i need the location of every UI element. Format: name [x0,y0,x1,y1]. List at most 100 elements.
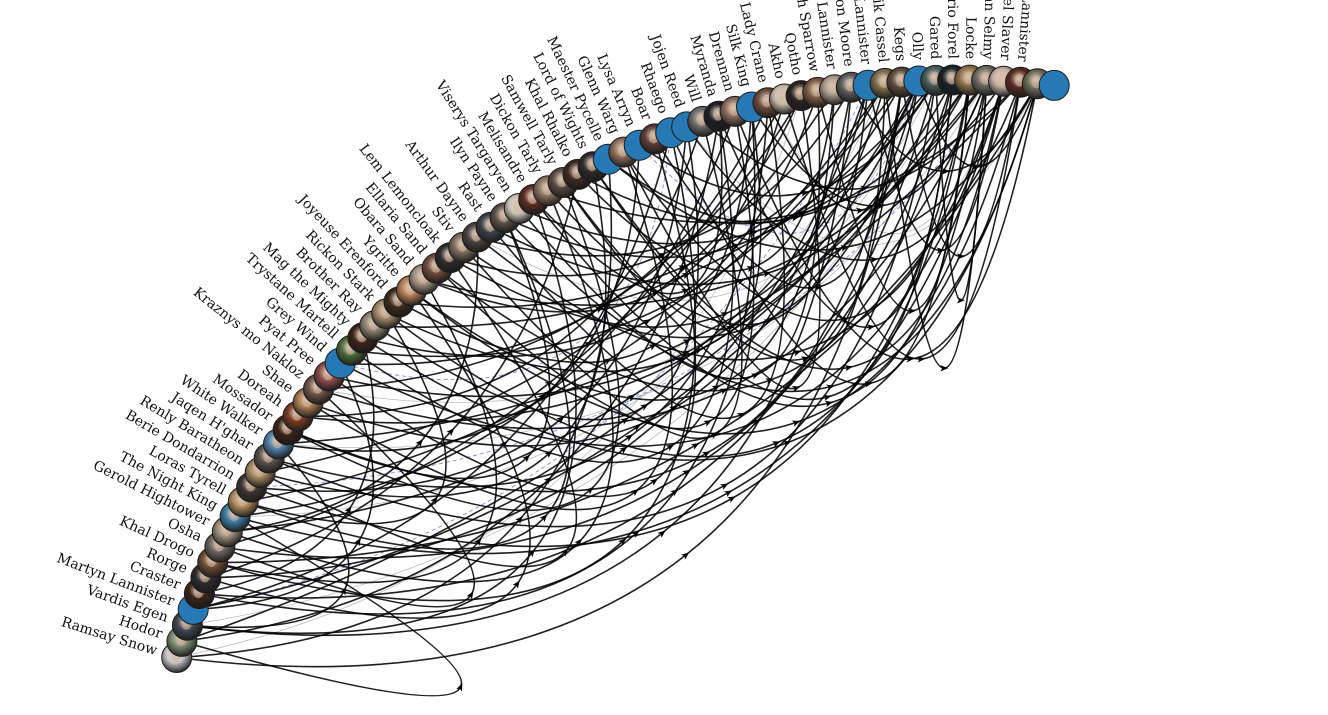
edge-arrowhead [543,476,552,485]
edge-arrowhead [649,478,658,486]
edge-arrowhead [814,284,823,291]
character-label: Syrio Forel [944,0,961,60]
edge-arrowhead [750,373,760,380]
edge-arrowhead [869,256,879,264]
edge-arrowhead [783,216,793,223]
edge-arrowhead [678,265,687,272]
edge-arrowhead [844,364,853,372]
nodes-layer [161,64,1070,673]
edge-arrowhead [956,297,965,304]
avatar-face [980,71,991,85]
edge-arrowhead [866,324,876,331]
avatar-face [929,71,940,85]
edge-arrowhead [763,319,773,326]
edge-arrowhead [791,420,801,427]
edge-arrowhead [860,185,869,192]
edge-arrowhead [906,356,915,363]
edge-arrowhead [640,403,649,411]
edge-arrowhead [631,530,640,539]
avatar-face [946,71,957,85]
edge-arrowhead [745,325,755,332]
edge-arrowhead [680,288,690,295]
edge-arrowhead [544,380,553,388]
edge-arrowhead [720,312,729,319]
edge-arrowhead [619,446,628,454]
edge-arrowhead [800,356,810,363]
edge-arrowhead [624,434,634,442]
edge-arrowhead [512,580,520,589]
edge-arrowhead [682,469,691,477]
edge-arrowhead [690,442,700,450]
character-label: Locke [962,17,978,60]
avatar-face [895,73,906,87]
edge-arrowhead [574,538,583,547]
character-label: Barristan Selmy [979,0,999,60]
edge-arrowhead [877,202,886,210]
edge-arrowhead [749,230,759,237]
edge-arrowhead [344,505,352,515]
edge-arrowhead [855,207,865,215]
avatar-face [828,81,839,95]
dashed-edge [193,85,869,610]
faint-edge [278,80,987,449]
edge-arrowhead [415,439,423,448]
edge-arrowhead [956,253,965,260]
edge-arrowhead [430,496,438,505]
edge-arrowhead [617,538,627,546]
edge-arrowhead [940,365,949,372]
edge-arrowhead [560,548,569,557]
edge-arrowhead [823,394,832,402]
edge-arrowhead [522,454,531,463]
edge-arrowhead [800,190,809,197]
edge-arrowhead [703,420,712,427]
edge-arrowhead [354,537,361,547]
edge-arrowhead [665,444,675,452]
character-label: Gared [926,16,943,60]
edge-arrowhead [466,591,474,600]
edge-arrowhead [826,384,835,391]
edge-arrowhead [719,483,729,491]
edge-arrowhead [515,515,523,525]
edge-arrowhead [736,412,746,420]
edge-arrowhead [539,514,548,523]
edge-arrowhead [771,441,781,448]
edge-arrowhead [941,168,950,175]
edge-arrowhead [711,385,721,392]
faint-edge [686,83,1038,246]
edge-arrowhead [762,271,772,278]
edge-arrowhead [680,552,690,560]
character-node[interactable] [1038,69,1070,101]
edge-arrowhead [642,319,652,326]
edge-arrowhead [791,385,801,393]
node-circle [1038,69,1070,101]
edge-arrowhead [972,163,981,170]
avatar-face [845,78,856,92]
edge-arrowhead [936,247,945,254]
faint-edge [477,80,920,301]
edge-arrowhead [701,451,711,458]
edges-layer [176,79,1039,697]
edge-arrowhead [456,683,463,692]
character-label: Kegs [890,26,908,62]
character-label: Rebel Slaver [997,0,1018,61]
avatar-face [811,83,822,97]
edge-arrowhead [746,266,755,273]
avatar-face [879,74,889,88]
edge-arrowhead [840,244,849,252]
edge-arrowhead [723,490,733,498]
character-label: Olly [908,31,925,60]
edge-arrowhead [824,400,834,408]
edge-arrowhead [782,441,792,448]
edge-arrowhead [792,350,802,357]
edge-arrowhead [446,428,455,437]
edge-arrowhead [670,489,679,497]
character-label: Jaime Lannister [1014,0,1038,62]
edge-arrowhead [727,496,736,503]
edge-arrowhead [709,432,719,440]
character-label: Akho [764,41,788,81]
edge-arrowhead [693,348,703,355]
edge-arrowhead [657,530,666,538]
edge-arrowhead [917,356,926,363]
edge-arrowhead [907,308,916,315]
